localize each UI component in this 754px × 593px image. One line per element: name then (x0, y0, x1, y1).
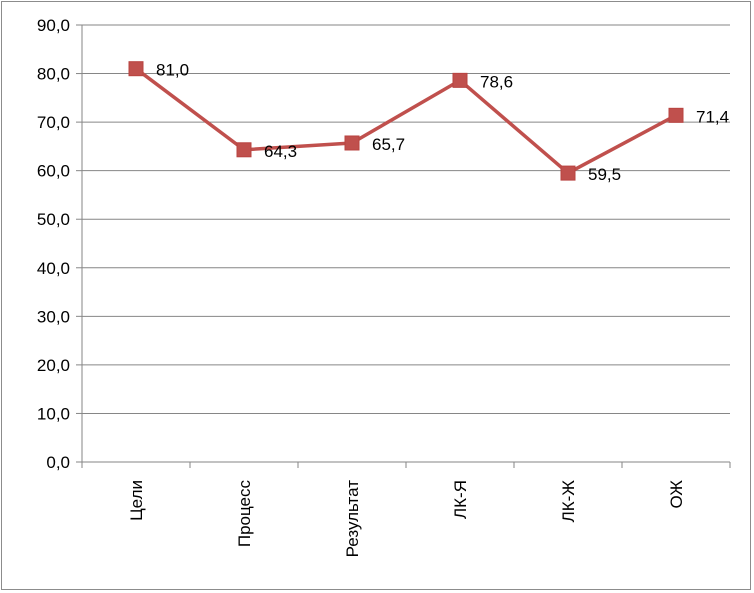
data-point-marker (236, 142, 252, 158)
data-point-marker (560, 165, 576, 181)
y-tick-label: 10,0 (37, 404, 70, 423)
data-label: 71,4 (696, 107, 729, 126)
x-category-label: Результат (343, 480, 362, 558)
data-label: 59,5 (588, 165, 621, 184)
data-label: 81,0 (156, 61, 189, 80)
data-point-marker (128, 61, 144, 77)
y-tick-label: 40,0 (37, 259, 70, 278)
data-label: 64,3 (264, 142, 297, 161)
data-point-marker (452, 72, 468, 88)
y-tick-label: 30,0 (37, 307, 70, 326)
data-point-marker (344, 135, 360, 151)
y-tick-label: 90,0 (37, 16, 70, 35)
y-tick-label: 0,0 (46, 453, 70, 472)
y-tick-label: 80,0 (37, 65, 70, 84)
data-label: 65,7 (372, 135, 405, 154)
y-tick-label: 20,0 (37, 356, 70, 375)
y-tick-label: 60,0 (37, 162, 70, 181)
y-tick-label: 50,0 (37, 210, 70, 229)
data-label: 78,6 (480, 72, 513, 91)
x-category-label: Процесс (235, 480, 254, 548)
x-category-label: ОЖ (667, 480, 686, 509)
y-tick-label: 70,0 (37, 113, 70, 132)
x-category-label: ЛК-Я (451, 480, 470, 519)
x-category-label: Цели (127, 480, 146, 521)
x-category-label: ЛК-Ж (559, 480, 578, 523)
data-point-marker (668, 107, 684, 123)
series-line (134, 67, 677, 175)
